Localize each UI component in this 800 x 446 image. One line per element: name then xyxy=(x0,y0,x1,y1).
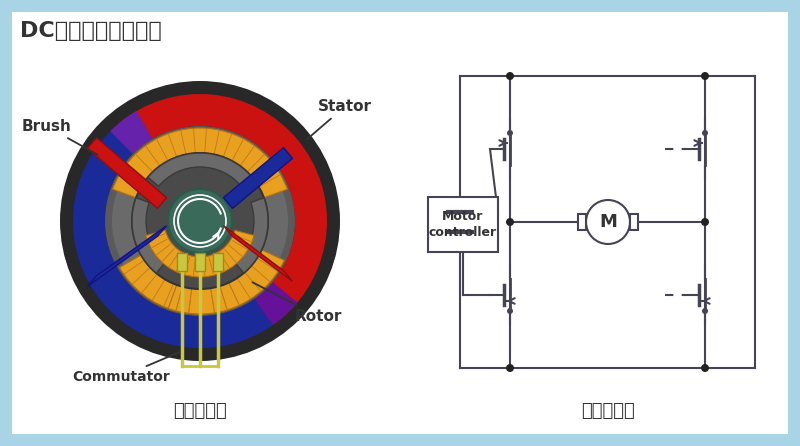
Wedge shape xyxy=(146,230,200,277)
Text: Motor: Motor xyxy=(442,210,484,223)
Circle shape xyxy=(105,126,295,316)
Wedge shape xyxy=(113,128,287,199)
Wedge shape xyxy=(168,248,284,314)
Bar xyxy=(630,214,638,230)
Bar xyxy=(578,214,586,230)
Text: Rotor: Rotor xyxy=(253,282,342,324)
Circle shape xyxy=(506,364,514,372)
Circle shape xyxy=(701,72,709,80)
FancyBboxPatch shape xyxy=(428,197,498,252)
Circle shape xyxy=(702,130,708,136)
Circle shape xyxy=(507,130,513,136)
Bar xyxy=(195,253,205,271)
Wedge shape xyxy=(110,111,153,154)
Wedge shape xyxy=(119,253,246,314)
Wedge shape xyxy=(73,124,282,348)
FancyBboxPatch shape xyxy=(12,12,788,434)
Text: 概略構造図: 概略構造図 xyxy=(173,402,227,420)
Text: Stator: Stator xyxy=(307,99,372,139)
Circle shape xyxy=(702,308,708,314)
Circle shape xyxy=(168,189,232,253)
Wedge shape xyxy=(118,94,327,318)
Text: Commutator: Commutator xyxy=(72,352,179,384)
Wedge shape xyxy=(234,198,268,273)
Wedge shape xyxy=(200,230,254,277)
Circle shape xyxy=(586,200,630,244)
Text: controller: controller xyxy=(429,226,497,239)
Wedge shape xyxy=(254,282,298,325)
Text: 概略制御図: 概略制御図 xyxy=(581,402,635,420)
Polygon shape xyxy=(223,148,293,208)
Polygon shape xyxy=(223,226,293,281)
Polygon shape xyxy=(87,138,166,208)
Text: Brush: Brush xyxy=(22,119,98,155)
Circle shape xyxy=(506,72,514,80)
Wedge shape xyxy=(148,153,252,186)
Circle shape xyxy=(60,81,340,361)
Circle shape xyxy=(112,133,288,309)
Text: M: M xyxy=(599,213,617,231)
Bar xyxy=(177,253,187,271)
Circle shape xyxy=(701,364,709,372)
Wedge shape xyxy=(254,288,290,325)
Circle shape xyxy=(506,218,514,226)
Circle shape xyxy=(701,218,709,226)
Polygon shape xyxy=(87,226,166,286)
Bar xyxy=(213,253,223,271)
Circle shape xyxy=(507,308,513,314)
Text: DCブラシ付きモータ: DCブラシ付きモータ xyxy=(20,21,162,41)
Circle shape xyxy=(132,153,268,289)
Wedge shape xyxy=(132,198,166,273)
